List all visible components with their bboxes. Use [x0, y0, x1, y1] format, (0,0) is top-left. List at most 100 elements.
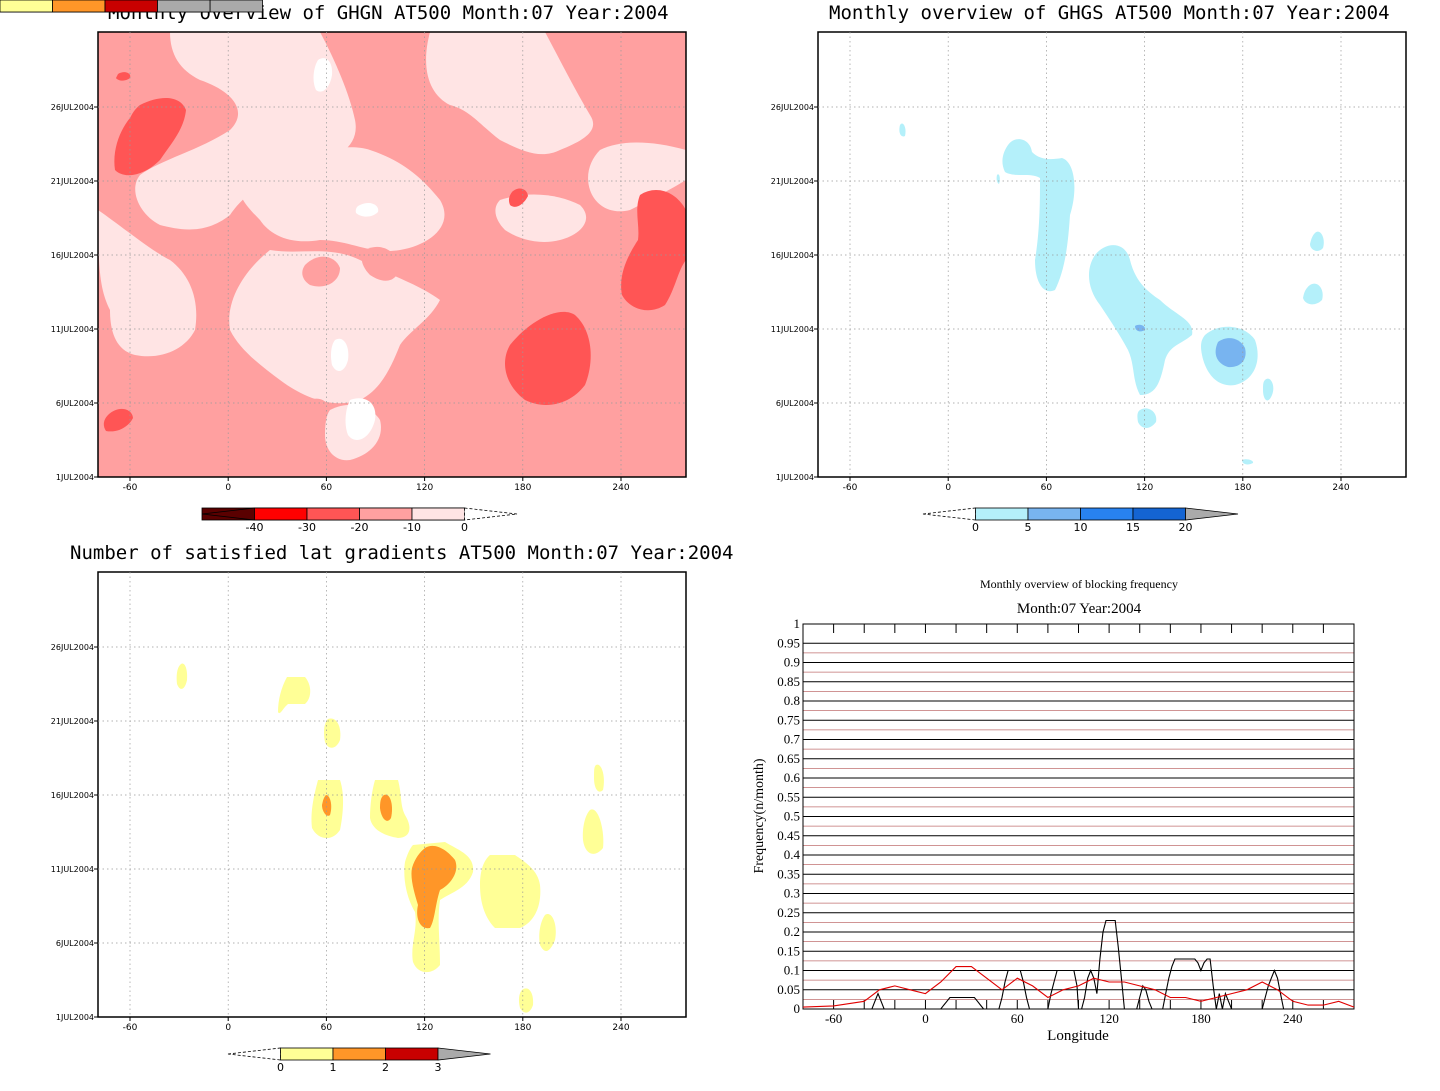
- line-chart-subtitle: Month:07 Year:2004: [1017, 601, 1142, 617]
- ghgn-colorbar: -40 -30 -20 -10 0: [201, 507, 518, 534]
- ghgs-grid: [818, 32, 1406, 477]
- colorbar-label: -10: [403, 521, 421, 534]
- colorbar-segment: [359, 507, 413, 521]
- colorbar-label: 0: [972, 521, 979, 534]
- colorbar-segment: [1027, 507, 1081, 521]
- x-tick-label: 120: [416, 1023, 433, 1033]
- x-tick-label: 240: [1283, 1011, 1303, 1026]
- line-chart-axes: 0 0.05 0.1 0.15 0.2 0.25 0.3 0.35 0.4 0.45 0.5 0.55…: [777, 616, 1355, 1026]
- x-tick-label: -60: [123, 483, 138, 493]
- y-tick-label: 0.3: [784, 886, 800, 901]
- line-chart-xlabel: Longitude: [1047, 1028, 1109, 1044]
- ghgn-grid: [98, 32, 686, 477]
- x-tick-label: 0: [225, 483, 231, 493]
- lat-colorbar: 0 1 2 3: [0, 0, 491, 1074]
- x-tick-label: 180: [1234, 483, 1251, 493]
- y-tick-label: 0.15: [777, 943, 800, 958]
- x-tick-label: 120: [416, 483, 433, 493]
- y-tick-label: 0.4: [784, 847, 801, 862]
- colorbar-label: 15: [1126, 521, 1140, 534]
- x-tick-label: 60: [1011, 1011, 1024, 1026]
- lat-field: [98, 572, 686, 1017]
- y-tick-label: 0.65: [777, 751, 800, 766]
- x-tick-label: 120: [1099, 1011, 1119, 1026]
- colorbar-arrow-left: [227, 1047, 281, 1061]
- y-tick-label: 0.8: [784, 693, 800, 708]
- lat-grid: [98, 572, 686, 1017]
- x-tick-label: 240: [612, 1023, 629, 1033]
- y-tick-label: 0.9: [784, 655, 800, 670]
- y-tick-label: 11JUL2004: [771, 325, 814, 334]
- blocking-frequency-chart: Monthly overview of blocking frequency M…: [752, 577, 1355, 1044]
- ghgn-axis-ticks: -60 0 60 120 180 240 1JUL2004 6JUL2004 11JUL2004…: [51, 103, 630, 493]
- line-chart-series: [802, 919, 1355, 1010]
- x-tick-label: 0: [922, 1011, 929, 1026]
- y-tick-label: 16JUL2004: [51, 251, 94, 260]
- x-tick-label: 240: [1332, 483, 1349, 493]
- series-line-1: [802, 966, 1355, 1008]
- colorbar-label: 0: [461, 521, 468, 534]
- y-tick-label: 0.75: [777, 712, 800, 727]
- colorbar-segment: [1080, 507, 1134, 521]
- x-tick-label: 180: [514, 1023, 531, 1033]
- colorbar-segment: [306, 507, 360, 521]
- colorbar-label: 10: [1074, 521, 1088, 534]
- x-tick-label: 0: [945, 483, 951, 493]
- colorbar-label: -20: [351, 521, 369, 534]
- y-tick-label: 0.05: [777, 982, 800, 997]
- colorbar-label: -40: [246, 521, 264, 534]
- lat-title: Number of satisfied lat gradients AT500 …: [70, 542, 734, 564]
- y-tick-label: 0.35: [777, 866, 800, 881]
- x-tick-label: 60: [321, 483, 333, 493]
- ghgs-field: [818, 32, 1406, 477]
- colorbar-segment: [385, 1047, 439, 1061]
- y-tick-label: 1JUL2004: [776, 473, 814, 482]
- line-chart-ylabel: Frequency(n/month): [752, 758, 767, 873]
- y-tick-label: 0.6: [784, 770, 801, 785]
- x-tick-label: 240: [612, 483, 629, 493]
- colorbar-label: 5: [1025, 521, 1032, 534]
- y-tick-label: 6JUL2004: [56, 939, 94, 948]
- colorbar-segment: [209, 0, 263, 13]
- x-tick-label: 180: [514, 483, 531, 493]
- colorbar-segment: [0, 0, 53, 13]
- colorbar-label: 1: [330, 1061, 337, 1074]
- y-tick-label: 16JUL2004: [771, 251, 814, 260]
- x-tick-label: 120: [1136, 483, 1153, 493]
- colorbar-label: 2: [382, 1061, 389, 1074]
- x-tick-label: 0: [225, 1023, 231, 1033]
- y-tick-label: 0.85: [777, 674, 800, 689]
- line-chart-title: Monthly overview of blocking frequency: [980, 577, 1178, 591]
- ghgs-panel: -60 0 60 120 180 240 1JUL2004 6JUL2004 11JUL2004…: [0, 0, 1407, 534]
- y-tick-label: 1JUL2004: [56, 473, 94, 482]
- ghgn-field: [98, 32, 686, 477]
- y-tick-label: 11JUL2004: [51, 325, 94, 334]
- ghgn-panel: -60 0 60 120 180 240 1JUL2004 6JUL2004 11JUL2004…: [51, 31, 687, 534]
- y-tick-label: 6JUL2004: [56, 399, 94, 408]
- y-tick-label: 1: [794, 616, 801, 631]
- colorbar-segment: [254, 507, 308, 521]
- y-tick-label: 11JUL2004: [51, 865, 94, 874]
- lat-panel: -60 0 60 120 180 2401JUL20046JUL200411JUL2004…: [0, 0, 687, 1074]
- y-tick-label: 21JUL2004: [51, 177, 94, 186]
- y-tick-label: 26JUL2004: [51, 643, 94, 652]
- colorbar-label: -30: [298, 521, 316, 534]
- colorbar-segment: [332, 1047, 386, 1061]
- x-tick-label: -60: [843, 483, 858, 493]
- y-tick-label: 0.95: [777, 635, 800, 650]
- y-tick-label: 16JUL2004: [51, 791, 94, 800]
- x-tick-label: -60: [825, 1011, 842, 1026]
- colorbar-arrow-right: [464, 507, 518, 521]
- x-tick-label: -60: [123, 1023, 138, 1033]
- colorbar-segment: [157, 0, 211, 13]
- lat-axis-ticks: -60 0 60 120 180 240 1JUL2004 6JUL2004 11JUL2004…: [51, 643, 630, 1033]
- line-chart-gridlines: [803, 623, 1354, 1010]
- y-tick-label: 0.1: [784, 963, 800, 978]
- colorbar-label: 3: [435, 1061, 442, 1074]
- colorbar-segment: [975, 507, 1029, 521]
- y-tick-label: 26JUL2004: [771, 103, 814, 112]
- y-tick-label: 0.55: [777, 789, 800, 804]
- y-tick-label: 0.7: [784, 732, 801, 747]
- colorbar-segment: [411, 507, 465, 521]
